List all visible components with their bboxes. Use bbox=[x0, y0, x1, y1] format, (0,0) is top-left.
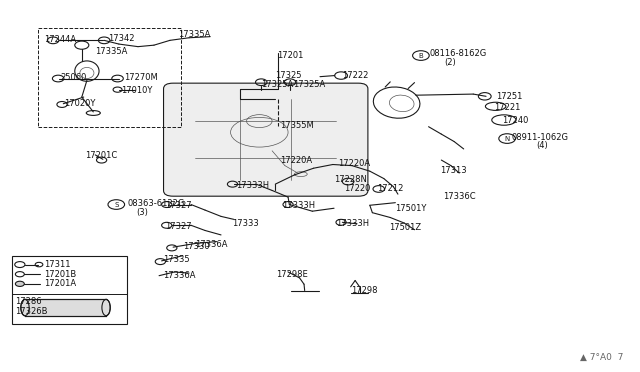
Text: 17336C: 17336C bbox=[443, 192, 476, 201]
Text: 17201B: 17201B bbox=[44, 270, 76, 279]
Text: 17251: 17251 bbox=[495, 92, 522, 101]
Text: 17330: 17330 bbox=[182, 241, 209, 250]
Text: 17333H: 17333H bbox=[282, 201, 315, 210]
Text: 17335: 17335 bbox=[164, 255, 190, 264]
Text: 17020Y: 17020Y bbox=[65, 99, 96, 108]
Text: 17325A: 17325A bbox=[293, 80, 325, 89]
Text: 17325A: 17325A bbox=[261, 80, 294, 89]
Text: 17298: 17298 bbox=[351, 286, 377, 295]
Text: 17228N: 17228N bbox=[334, 175, 367, 184]
Text: 17355M: 17355M bbox=[280, 122, 314, 131]
Text: 25060: 25060 bbox=[60, 73, 86, 82]
Bar bbox=[12, 256, 127, 324]
Text: 17201C: 17201C bbox=[85, 151, 117, 160]
Bar bbox=[25, 299, 106, 316]
Text: 17336A: 17336A bbox=[195, 240, 228, 249]
Text: 17201: 17201 bbox=[277, 51, 303, 60]
Text: ▲ 7°A0  7: ▲ 7°A0 7 bbox=[580, 353, 623, 362]
Text: 17327: 17327 bbox=[166, 201, 192, 210]
Text: 08116-8162G: 08116-8162G bbox=[430, 49, 487, 58]
Text: 08911-1062G: 08911-1062G bbox=[511, 132, 568, 142]
Text: 17325: 17325 bbox=[275, 71, 302, 80]
Text: 17336A: 17336A bbox=[164, 271, 196, 280]
Text: (4): (4) bbox=[536, 141, 548, 151]
Text: 17220A: 17220A bbox=[280, 156, 312, 165]
Circle shape bbox=[15, 281, 24, 286]
Text: 17333H: 17333H bbox=[336, 219, 369, 228]
Text: 17244A: 17244A bbox=[44, 35, 76, 44]
Text: 17333: 17333 bbox=[232, 219, 259, 228]
Text: (2): (2) bbox=[445, 58, 456, 67]
Text: 17335A: 17335A bbox=[178, 30, 211, 39]
Text: 17270M: 17270M bbox=[124, 73, 157, 82]
Text: 17222: 17222 bbox=[342, 71, 369, 80]
Text: 17220A: 17220A bbox=[338, 158, 370, 167]
Text: 08363-6122G: 08363-6122G bbox=[127, 199, 184, 208]
Text: B: B bbox=[419, 52, 423, 58]
Text: 17333H: 17333H bbox=[236, 181, 269, 190]
Ellipse shape bbox=[21, 299, 29, 316]
Text: 17298E: 17298E bbox=[276, 270, 308, 279]
Text: 17313: 17313 bbox=[440, 166, 467, 175]
Text: 17501Y: 17501Y bbox=[396, 205, 427, 214]
Text: N: N bbox=[504, 135, 509, 142]
Text: (3): (3) bbox=[136, 208, 148, 217]
Text: 17212: 17212 bbox=[378, 185, 404, 193]
Text: 17327: 17327 bbox=[166, 221, 192, 231]
Text: 17342: 17342 bbox=[108, 34, 134, 43]
Text: 17220: 17220 bbox=[344, 185, 371, 193]
Text: 17286: 17286 bbox=[15, 297, 42, 306]
Text: S: S bbox=[114, 202, 118, 208]
Text: 17010Y: 17010Y bbox=[121, 86, 152, 95]
Text: 17326B: 17326B bbox=[15, 307, 47, 316]
Text: 17501Z: 17501Z bbox=[389, 223, 421, 232]
FancyBboxPatch shape bbox=[164, 83, 368, 196]
Text: 17221: 17221 bbox=[494, 103, 521, 112]
Text: 17201A: 17201A bbox=[44, 279, 76, 288]
Text: 17335A: 17335A bbox=[95, 47, 127, 56]
Ellipse shape bbox=[102, 299, 110, 316]
Text: 17240: 17240 bbox=[502, 116, 529, 125]
Text: 17311: 17311 bbox=[44, 260, 70, 269]
